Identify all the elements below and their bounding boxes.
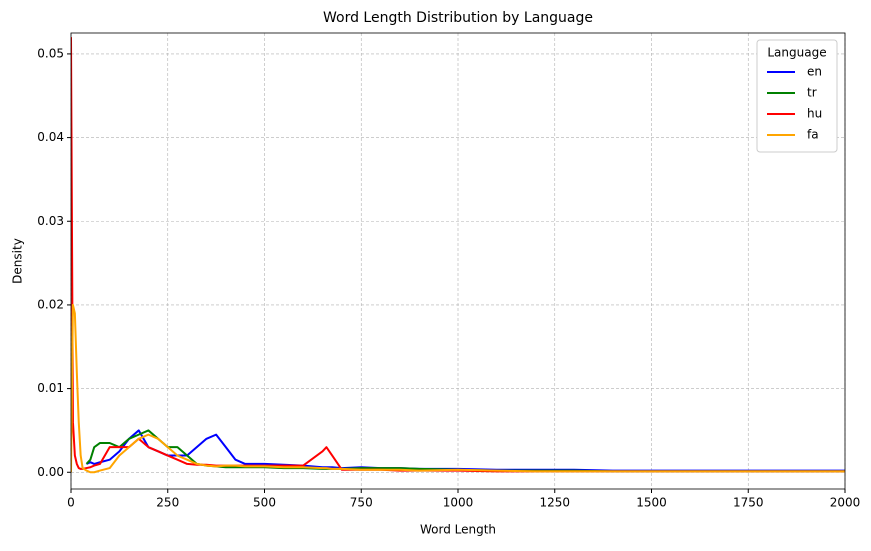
x-axis-label: Word Length: [420, 523, 496, 537]
y-tick-label: 0.01: [37, 381, 64, 395]
legend-title: Language: [767, 46, 826, 60]
legend-box: [756, 39, 838, 153]
x-tick-label: 1250: [539, 496, 570, 510]
y-tick-label: 0.05: [37, 46, 64, 60]
legend-label: hu: [807, 107, 822, 121]
x-tick-label: 500: [253, 496, 276, 510]
y-tick-label: 0.03: [37, 214, 64, 228]
legend-label: tr: [807, 86, 817, 100]
chart-title: Word Length Distribution by Language: [323, 10, 593, 26]
plot-area: [71, 37, 845, 474]
y-tick-label: 0.00: [37, 465, 64, 479]
x-tick-label: 250: [156, 496, 179, 510]
plot-frame: [70, 32, 846, 490]
y-tick-label: 0.04: [37, 130, 64, 144]
x-tick-label: 1500: [636, 496, 667, 510]
x-tick-label: 0: [67, 496, 75, 510]
legend-label: fa: [807, 128, 819, 142]
x-tick-label: 2000: [830, 496, 861, 510]
y-axis-label: Density: [11, 238, 25, 284]
x-tick-label: 1750: [733, 496, 764, 510]
x-tick-label: 750: [350, 496, 373, 510]
y-tick-label: 0.02: [37, 297, 64, 311]
x-tick-label: 1000: [443, 496, 474, 510]
legend-label: en: [807, 65, 822, 79]
data-line: [71, 303, 845, 474]
